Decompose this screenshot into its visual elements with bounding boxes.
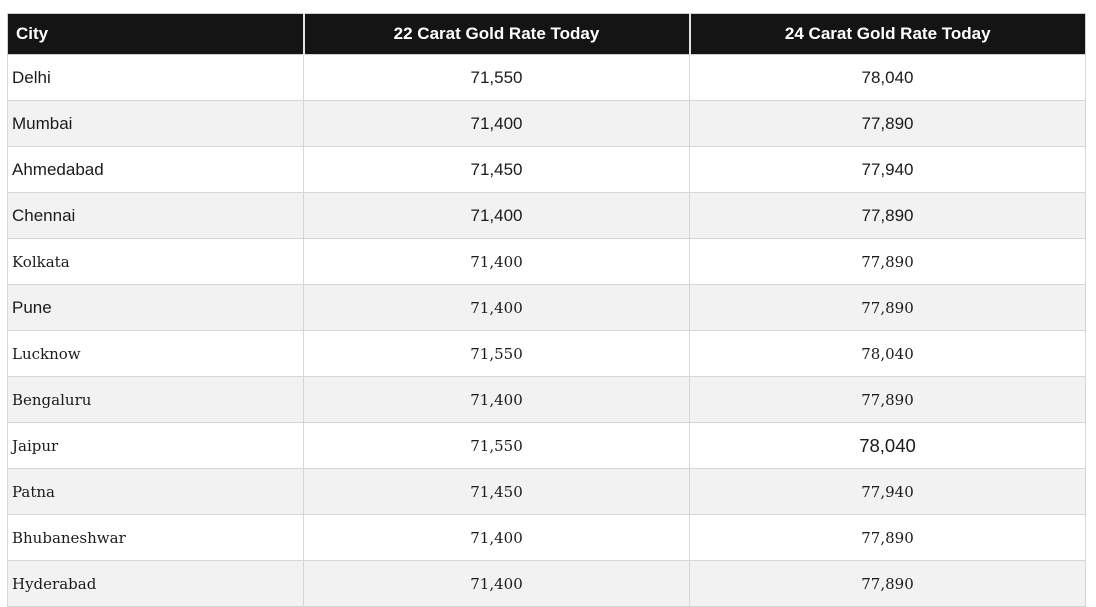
rate-24k-cell: 77,890 bbox=[689, 514, 1086, 561]
table-row: Hyderabad 71,400 77,890 bbox=[7, 560, 1086, 607]
city-cell: Chennai bbox=[7, 192, 304, 239]
rate-24k-cell: 77,890 bbox=[689, 376, 1086, 423]
rate-24k-cell: 77,940 bbox=[689, 146, 1086, 193]
table-header: City 22 Carat Gold Rate Today 24 Carat G… bbox=[7, 13, 1086, 55]
rate-24k-cell: 77,890 bbox=[689, 560, 1086, 607]
table-body: Delhi 71,550 78,040 Mumbai 71,400 77,890… bbox=[7, 54, 1086, 607]
rate-22k-cell: 71,400 bbox=[303, 560, 690, 607]
city-cell: Jaipur bbox=[7, 422, 304, 469]
rate-22k-cell: 71,400 bbox=[303, 376, 690, 423]
city-cell: Mumbai bbox=[7, 100, 304, 147]
rate-22k-cell: 71,400 bbox=[303, 192, 690, 239]
rate-22k-cell: 71,550 bbox=[303, 422, 690, 469]
city-cell: Bengaluru bbox=[7, 376, 304, 423]
rate-22k-cell: 71,450 bbox=[303, 468, 690, 515]
column-header-city: City bbox=[7, 13, 304, 55]
rate-24k-cell: 77,890 bbox=[689, 284, 1086, 331]
rate-22k-cell: 71,550 bbox=[303, 54, 690, 101]
city-cell: Hyderabad bbox=[7, 560, 304, 607]
rate-24k-cell: 77,890 bbox=[689, 192, 1086, 239]
table-row: Lucknow 71,550 78,040 bbox=[7, 330, 1086, 377]
rate-22k-cell: 71,400 bbox=[303, 100, 690, 147]
rate-22k-cell: 71,400 bbox=[303, 238, 690, 285]
rate-22k-cell: 71,400 bbox=[303, 514, 690, 561]
table-row: Ahmedabad 71,450 77,940 bbox=[7, 146, 1086, 193]
table-row: Bhubaneshwar 71,400 77,890 bbox=[7, 514, 1086, 561]
table-row: Bengaluru 71,400 77,890 bbox=[7, 376, 1086, 423]
table-row: Delhi 71,550 78,040 bbox=[7, 54, 1086, 101]
header-row: City 22 Carat Gold Rate Today 24 Carat G… bbox=[7, 13, 1086, 55]
table-row: Patna 71,450 77,940 bbox=[7, 468, 1086, 515]
rate-24k-cell: 77,940 bbox=[689, 468, 1086, 515]
table-row: Jaipur 71,550 78,040 bbox=[7, 422, 1086, 469]
rate-22k-cell: 71,550 bbox=[303, 330, 690, 377]
table-row: Mumbai 71,400 77,890 bbox=[7, 100, 1086, 147]
rate-24k-cell: 78,040 bbox=[689, 54, 1086, 101]
city-cell: Kolkata bbox=[7, 238, 304, 285]
city-cell: Pune bbox=[7, 284, 304, 331]
city-cell: Lucknow bbox=[7, 330, 304, 377]
column-header-22-carat: 22 Carat Gold Rate Today bbox=[302, 13, 690, 55]
table-row: Kolkata 71,400 77,890 bbox=[7, 238, 1086, 285]
rate-22k-cell: 71,400 bbox=[303, 284, 690, 331]
rate-24k-cell: 78,040 bbox=[689, 330, 1086, 377]
city-cell: Delhi bbox=[7, 54, 304, 101]
city-cell: Ahmedabad bbox=[7, 146, 304, 193]
rate-24k-cell: 78,040 bbox=[689, 422, 1086, 469]
table-row: Pune 71,400 77,890 bbox=[7, 284, 1086, 331]
gold-rates-table: City 22 Carat Gold Rate Today 24 Carat G… bbox=[7, 13, 1086, 607]
city-cell: Bhubaneshwar bbox=[7, 514, 304, 561]
column-header-24-carat: 24 Carat Gold Rate Today bbox=[688, 13, 1086, 55]
table-row: Chennai 71,400 77,890 bbox=[7, 192, 1086, 239]
city-cell: Patna bbox=[7, 468, 304, 515]
rate-24k-cell: 77,890 bbox=[689, 100, 1086, 147]
rate-22k-cell: 71,450 bbox=[303, 146, 690, 193]
rate-24k-cell: 77,890 bbox=[689, 238, 1086, 285]
